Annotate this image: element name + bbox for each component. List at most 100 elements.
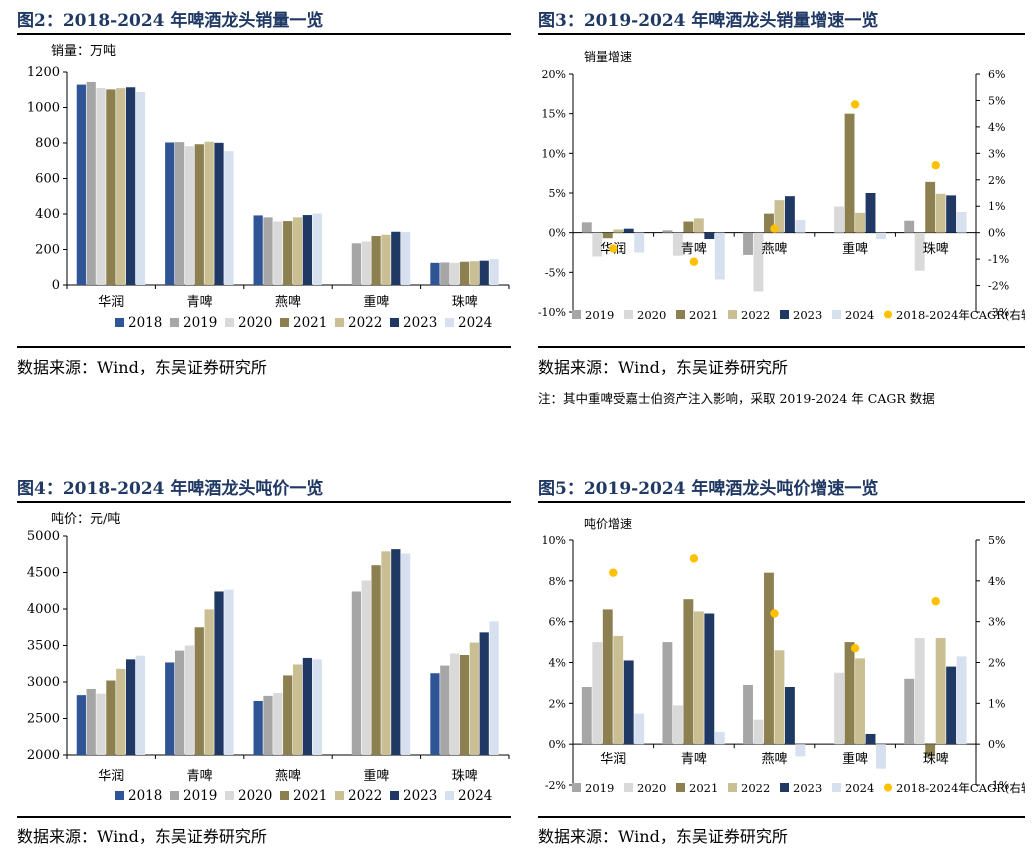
bar-2024-华润	[634, 713, 645, 745]
y-tick-label: 10%	[542, 147, 566, 160]
legend-label: 2021	[293, 315, 327, 331]
bar-2021-华润	[106, 680, 116, 755]
cagr-dot-重啤	[850, 644, 860, 653]
bar-2024-燕啤	[312, 213, 322, 285]
bar-2020-青啤	[184, 645, 195, 755]
y2-tick-label: -3%	[988, 306, 1009, 319]
y-tick-label: 1000	[27, 101, 60, 116]
bar-2024-重啤	[876, 744, 886, 769]
legend-label: 2022	[741, 781, 770, 795]
legend-swatch-2020	[225, 791, 234, 800]
bar-2022-珠啤	[469, 642, 479, 755]
y-tick-label: 600	[35, 172, 60, 187]
bar-2020-华润	[96, 693, 106, 755]
bar-2021-青啤	[683, 221, 694, 233]
bar-2024-华润	[634, 232, 645, 253]
y-tick-label: 4500	[27, 566, 60, 581]
legend-swatch-2023	[780, 310, 789, 319]
figure-title: 图2：2018-2024 年啤酒龙头销量一览	[17, 11, 324, 31]
y2-tick-label: 1%	[988, 697, 1005, 710]
legend-swatch-2021	[280, 318, 289, 327]
legend-swatch-2024	[445, 791, 454, 800]
bar-2021-珠啤	[459, 654, 470, 755]
bar-2024-华润	[135, 655, 146, 755]
y2-tick-label: 1%	[988, 200, 1005, 213]
data-source: 数据来源：Wind，东吴证券研究所	[17, 827, 267, 846]
bar-2023-燕啤	[784, 687, 795, 745]
legend-label: 2021	[293, 788, 327, 804]
legend-label: 2018	[128, 788, 162, 804]
price-bar-chart: 吨价：元/吨 2000 2500 3000 3500 4000 4500 5000 华润 青啤 燕啤…	[27, 512, 510, 804]
y-tick-label: -2%	[545, 779, 566, 792]
figure-3-panel: 图3：2019-2024 年啤酒龙头销量增速一览 销量增速 -10% -5% 0% 5%…	[538, 0, 1025, 410]
y-tick-label: 6%	[549, 616, 566, 629]
y-tick-label: 15%	[542, 108, 566, 121]
bar-2024-燕啤	[795, 744, 806, 757]
bar-2019-燕啤	[743, 232, 753, 255]
legend-label: 2019	[585, 781, 614, 795]
bar-2020-重啤	[834, 672, 845, 745]
legend-swatch-2019	[170, 318, 179, 327]
bar-2023-珠啤	[479, 632, 489, 755]
legend-swatch-2022	[335, 791, 344, 800]
legend-swatch-2024	[832, 783, 841, 792]
bar-2021-重啤	[371, 565, 381, 755]
bar-2022-青啤	[204, 141, 214, 285]
cagr-dot-燕啤	[770, 609, 779, 618]
figure-2-panel: 图2：2018-2024 年啤酒龙头销量一览 销量：万吨 0 200 400 600 80…	[17, 0, 511, 380]
bar-2020-燕啤	[753, 719, 764, 745]
legend-swatch-2022	[335, 318, 344, 327]
bar-2022-燕啤	[774, 650, 785, 745]
bar-2024-燕啤	[795, 219, 806, 233]
bar-2020-重啤	[361, 580, 371, 755]
bar-2022-珠啤	[935, 193, 946, 233]
legend-label: 2019	[183, 315, 217, 331]
bar-2022-燕啤	[292, 217, 303, 285]
bar-2022-青啤	[204, 609, 214, 755]
legend-label: 2019	[183, 788, 217, 804]
y-tick-label: 2000	[27, 748, 60, 763]
bar-2019-青啤	[662, 642, 673, 745]
y-tick-label: -10%	[538, 306, 566, 319]
y2-tick-label: 3%	[988, 616, 1005, 629]
bar-2024-珠啤	[956, 656, 967, 745]
y-tick-label: 8%	[549, 575, 566, 588]
y-axis-title: 吨价：元/吨	[51, 512, 120, 527]
bar-2021-珠啤	[925, 181, 936, 233]
bar-2020-燕啤	[273, 221, 283, 285]
bar-2022-华润	[613, 635, 624, 745]
cagr-dot-珠啤	[931, 161, 940, 170]
bar-2021-燕啤	[764, 213, 774, 233]
bar-2021-燕啤	[764, 572, 774, 745]
legend-label: 2024	[458, 788, 492, 804]
y2-tick-label: 2%	[988, 174, 1005, 187]
bar-2020-青啤	[184, 146, 195, 285]
cagr-dot-珠啤	[931, 597, 940, 606]
bar-2024-华润	[135, 92, 146, 285]
y-tick-label: 0%	[549, 227, 566, 240]
bar-2021-华润	[106, 89, 116, 286]
y-tick-label: 20%	[542, 68, 566, 81]
bar-2024-青啤	[714, 232, 725, 280]
category-label: 青啤	[187, 769, 213, 784]
cagr-dot-燕啤	[770, 224, 779, 233]
bar-2019-燕啤	[263, 217, 273, 285]
bar-2024-珠啤	[489, 259, 499, 285]
bar-2024-燕啤	[312, 659, 322, 755]
bar-2023-燕啤	[784, 196, 795, 233]
y-axis-title: 销量：万吨	[51, 44, 116, 59]
figure-title: 图3：2019-2024 年啤酒龙头销量增速一览	[538, 11, 879, 31]
category-label: 华润	[600, 752, 626, 767]
bar-2023-青啤	[704, 232, 715, 240]
bar-2020-华润	[592, 232, 603, 257]
bar-2021-珠啤	[459, 261, 470, 285]
category-label: 重啤	[363, 768, 389, 784]
legend-swatch-cagr	[884, 310, 892, 319]
y-tick-label: 800	[35, 136, 60, 151]
bar-2019-华润	[86, 688, 96, 755]
bar-2022-青啤	[693, 611, 704, 745]
bar-2019-珠啤	[904, 678, 915, 745]
bar-2018-珠啤	[430, 673, 440, 755]
y-tick-label: 5%	[549, 187, 566, 200]
bar-2021-重啤	[844, 642, 855, 745]
